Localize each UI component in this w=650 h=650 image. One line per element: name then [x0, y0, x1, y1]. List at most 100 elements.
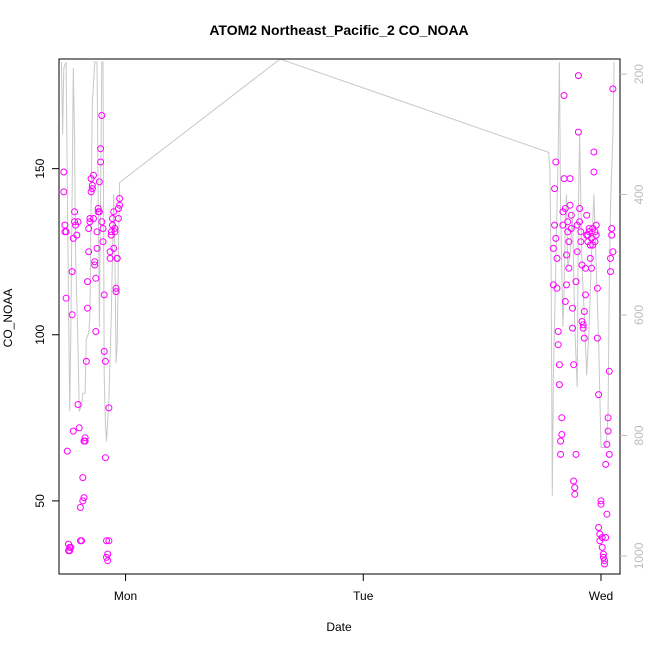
data-point	[607, 268, 614, 276]
pressure-line-layer	[60, 58, 615, 496]
data-point	[61, 221, 69, 229]
data-point	[560, 92, 568, 99]
data-point	[591, 228, 599, 236]
data-point	[604, 414, 612, 422]
data-point	[68, 268, 76, 276]
data-point	[557, 437, 565, 445]
data-point	[87, 188, 95, 196]
data-point	[599, 553, 607, 561]
data-point	[60, 168, 68, 176]
data-point	[572, 278, 580, 286]
data-point	[71, 218, 78, 226]
y-tick-label: 100	[33, 324, 47, 344]
data-point	[552, 234, 560, 242]
data-point	[590, 168, 598, 176]
data-point	[565, 238, 573, 246]
data-point	[598, 543, 606, 551]
data-point	[591, 238, 599, 246]
data-point	[98, 112, 106, 119]
data-point	[68, 311, 76, 319]
data-point	[569, 324, 576, 332]
data-point	[574, 128, 582, 136]
data-point	[111, 225, 119, 232]
data-point	[576, 205, 584, 212]
data-point	[565, 264, 573, 272]
data-point	[85, 225, 93, 232]
data-point	[84, 278, 91, 286]
right-tick-label: 600	[632, 305, 646, 325]
data-point	[601, 557, 608, 565]
x-tick-label: Wed	[589, 589, 613, 603]
right-tick-label: 800	[632, 425, 646, 445]
data-point	[94, 205, 102, 212]
data-point	[553, 284, 561, 292]
data-point	[580, 334, 588, 342]
data-point	[569, 304, 576, 312]
data-point	[60, 188, 68, 196]
data-point	[92, 274, 100, 282]
data-point	[112, 284, 120, 292]
data-point	[555, 381, 563, 389]
data-point	[112, 288, 120, 296]
data-point	[602, 460, 610, 468]
data-point	[114, 215, 122, 222]
data-point	[106, 254, 114, 262]
data-point	[605, 367, 613, 375]
data-point	[592, 231, 600, 239]
data-point	[555, 361, 563, 369]
data-point	[110, 244, 118, 252]
plot-frame	[58, 58, 621, 575]
data-point	[608, 225, 616, 232]
data-point	[607, 254, 614, 262]
data-point	[104, 550, 112, 558]
data-point	[73, 231, 81, 239]
data-point	[113, 254, 121, 262]
data-point	[97, 145, 105, 153]
right-tick-label: 1000	[632, 542, 646, 569]
data-point	[595, 524, 603, 531]
data-point	[66, 547, 74, 555]
data-point	[608, 231, 616, 239]
y-axis-right: 200 400 600 800 1000	[620, 64, 646, 569]
data-point	[90, 171, 97, 179]
data-point	[101, 357, 109, 365]
data-point	[567, 225, 575, 232]
data-point	[81, 434, 89, 442]
data-point	[88, 181, 96, 189]
y-tick-label: 50	[33, 494, 47, 508]
data-point	[103, 537, 110, 545]
data-point	[105, 537, 113, 545]
y-axis-left: 50 100 150	[33, 158, 59, 508]
data-point	[101, 454, 109, 462]
data-point	[604, 427, 612, 435]
data-point	[116, 195, 124, 202]
data-point	[597, 497, 605, 505]
right-tick-label: 200	[632, 64, 646, 84]
data-point	[62, 228, 70, 236]
data-point	[583, 211, 591, 219]
data-point	[570, 477, 578, 485]
data-point	[100, 291, 108, 299]
x-tick-label: Tue	[353, 589, 374, 603]
data-point	[558, 431, 566, 438]
data-point	[551, 221, 559, 229]
data-point	[570, 361, 578, 369]
data-point	[567, 211, 575, 219]
data-point	[572, 450, 580, 458]
data-point	[573, 248, 581, 256]
data-point	[558, 414, 566, 422]
data-point	[582, 264, 589, 272]
data-point	[104, 557, 112, 565]
data-point	[592, 221, 600, 229]
data-point	[554, 328, 562, 335]
data-point	[598, 534, 606, 541]
data-point	[578, 318, 586, 325]
data-point	[571, 484, 579, 492]
data-point	[67, 543, 75, 551]
data-point	[88, 185, 96, 193]
y-tick-label: 150	[33, 158, 47, 178]
data-point	[609, 248, 617, 256]
data-point	[557, 450, 565, 458]
data-point	[566, 201, 574, 209]
